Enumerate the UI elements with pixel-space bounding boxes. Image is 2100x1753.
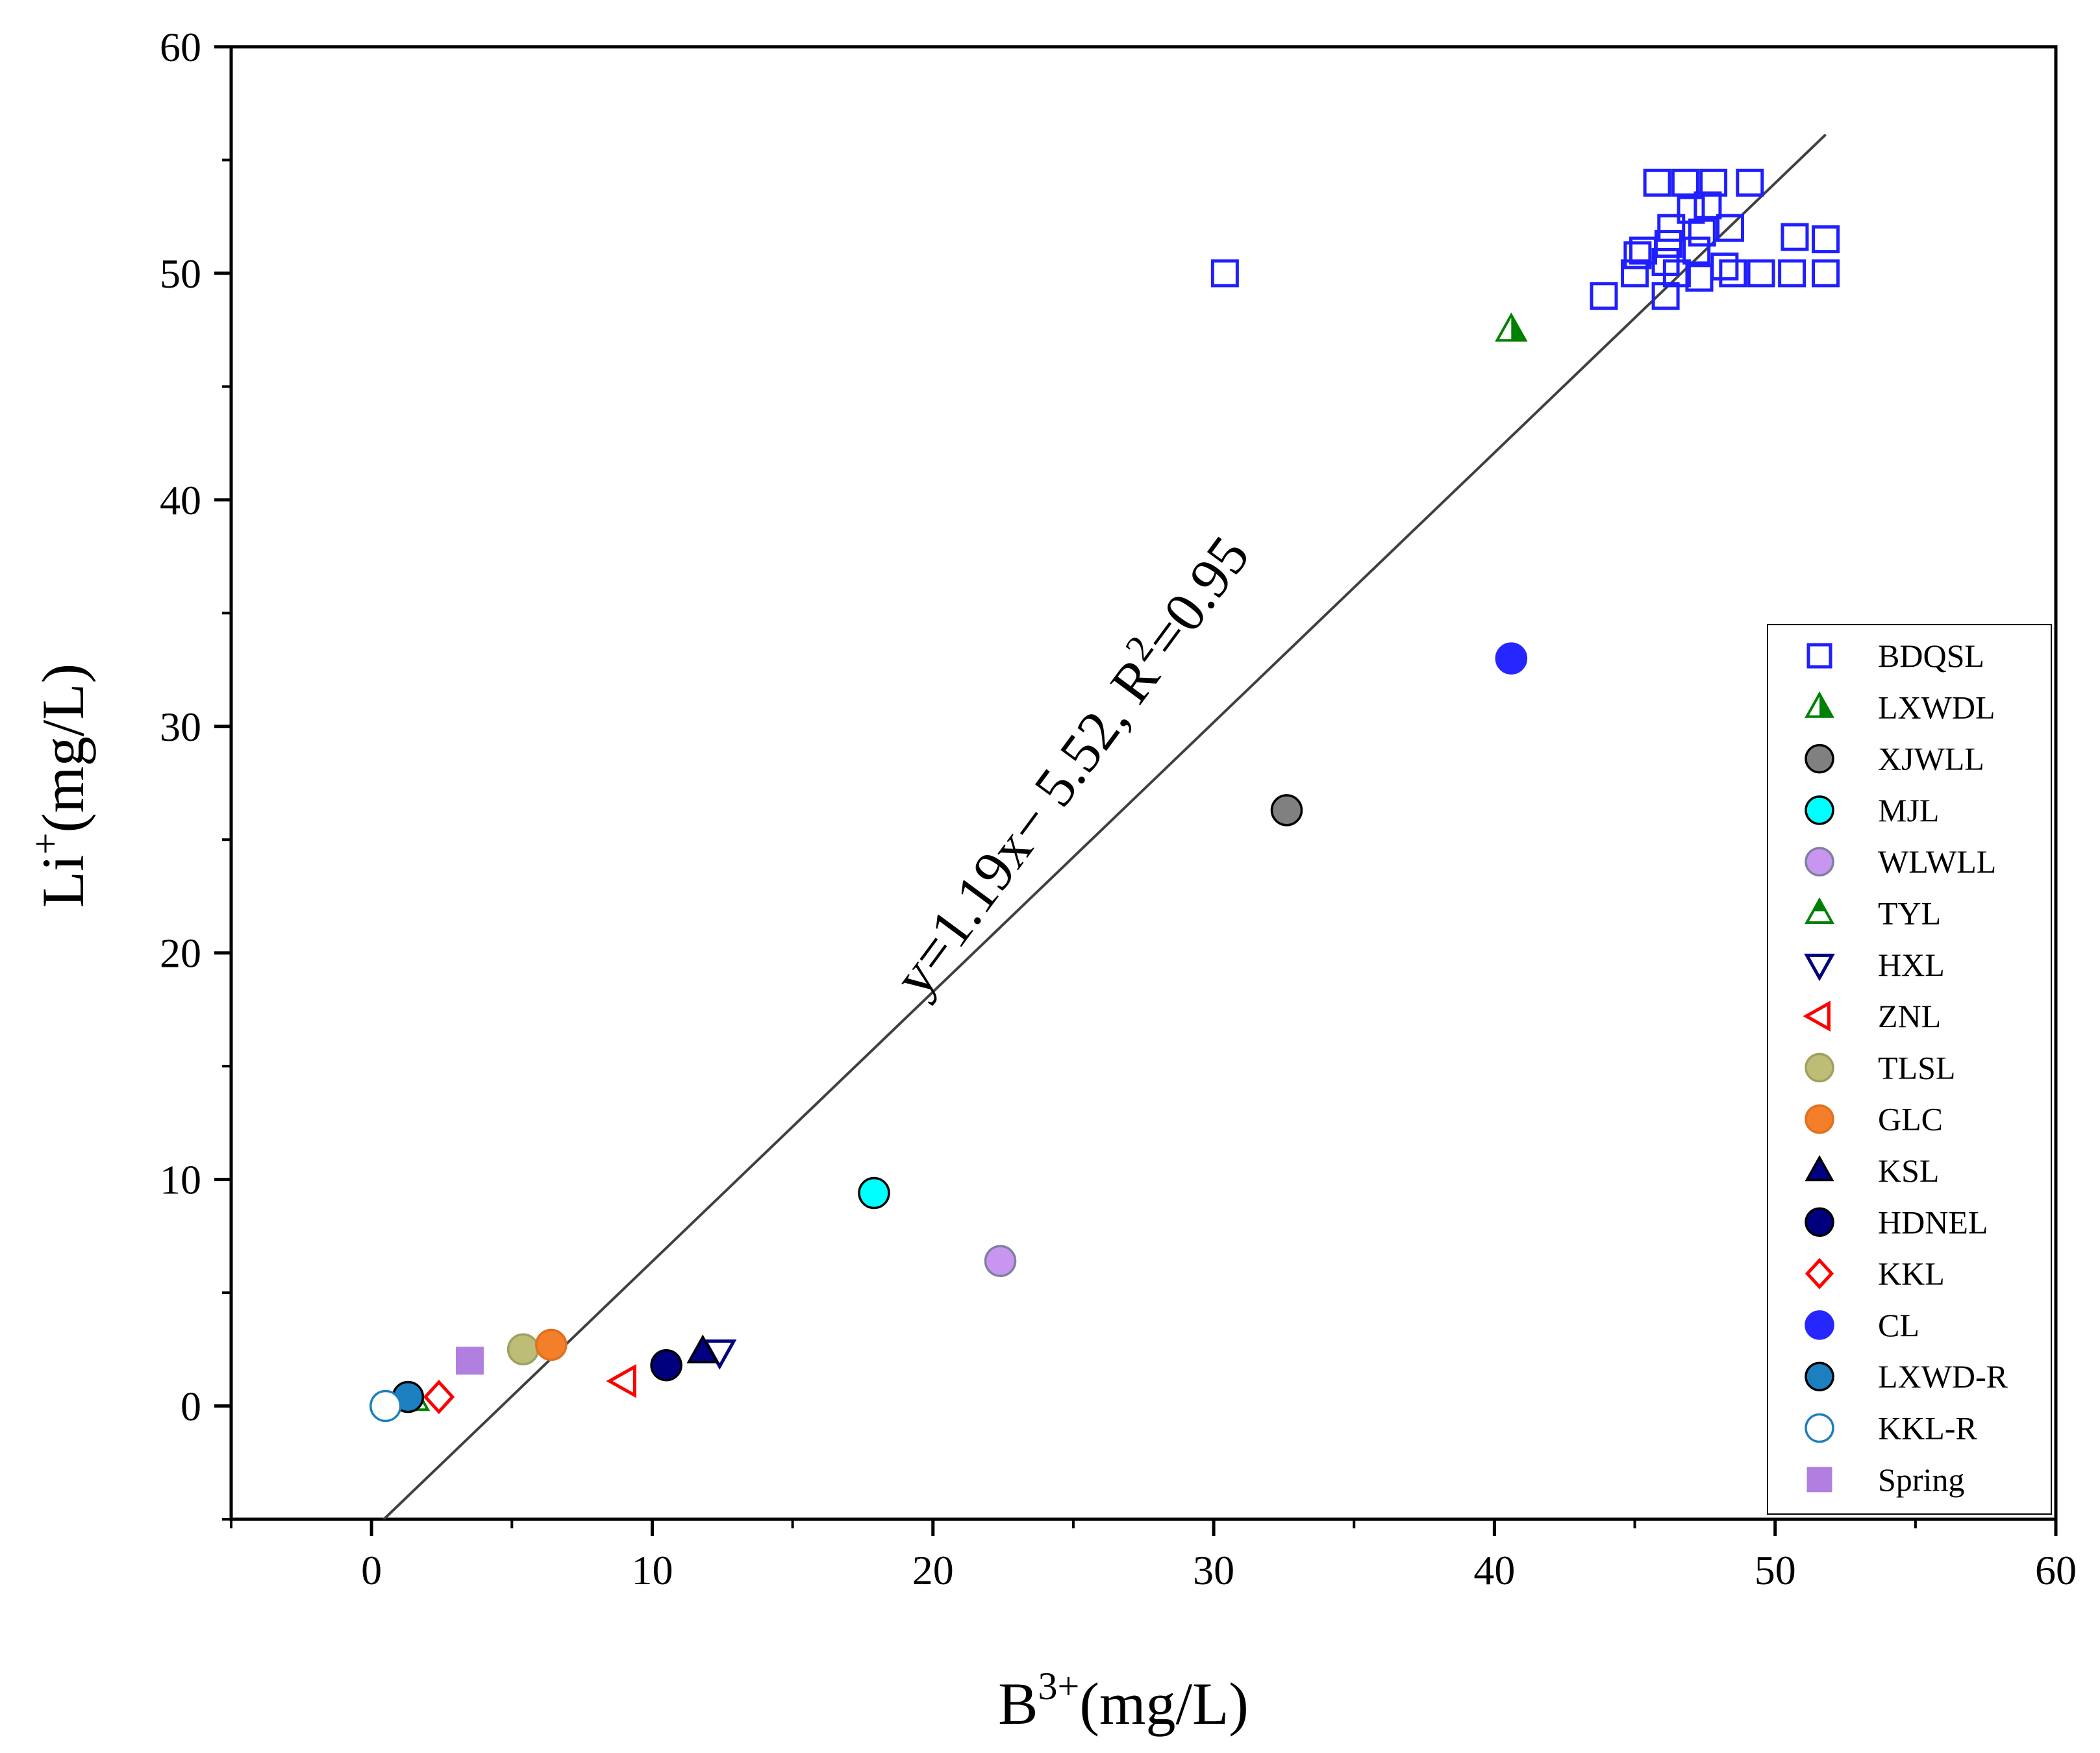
plot-frame (229, 45, 2058, 1521)
legend-marker-xjwll (1805, 743, 1834, 774)
y-tick-label: 50 (160, 251, 201, 297)
point-ksl (686, 1334, 719, 1363)
legend-marker-lxwdl (1805, 691, 1834, 718)
legend-label-lxwdl: LXWDL (1878, 689, 1995, 725)
legend-marker-znl (1803, 1001, 1831, 1032)
legend-marker-kkl (1805, 1258, 1834, 1289)
legend-marker-mjl (1805, 795, 1834, 825)
point-bdqsl (1812, 259, 1840, 288)
point-bdqsl (1694, 191, 1722, 219)
legend-label-lxwd-r: LXWD-R (1878, 1358, 2008, 1395)
point-bdqsl (1654, 230, 1682, 258)
point-bdqsl (1685, 264, 1714, 292)
legend-label-hdnel: HDNEL (1878, 1204, 1988, 1240)
point-bdqsl (1699, 168, 1728, 197)
point-bdqsl (1747, 259, 1775, 288)
x-tick-label: 60 (2035, 1547, 2077, 1593)
legend-marker-cl (1805, 1310, 1834, 1340)
point-bdqsl (1716, 214, 1745, 242)
legend-label-ksl: KSL (1878, 1152, 1939, 1189)
point-wlwll (984, 1245, 1017, 1277)
legend-label-hxl: HXL (1878, 947, 1945, 983)
point-bdqsl (1643, 168, 1671, 197)
x-axis-title: B3+(mg/L) (998, 1665, 1249, 1737)
y-axis-title: Li+(mg/L) (24, 664, 96, 908)
legend-marker-kkl-r (1805, 1413, 1834, 1443)
point-mjl (858, 1176, 890, 1210)
point-glc (535, 1328, 568, 1361)
x-tick-label: 20 (912, 1547, 954, 1593)
point-bdqsl (1651, 282, 1680, 310)
point-spring (455, 1347, 484, 1375)
point-kkl (423, 1380, 455, 1415)
x-tick-label: 0 (361, 1547, 382, 1593)
point-bdqsl (1812, 225, 1840, 254)
legend-marker-bdqsl (1806, 643, 1832, 669)
legend-marker-hxl (1804, 953, 1835, 982)
y-axis: 0 10 20 30 40 50 60 (160, 24, 231, 1521)
legend-label-kkl: KKL (1878, 1256, 1945, 1292)
y-tick-label: 40 (160, 477, 201, 523)
legend-label-glc: GLC (1878, 1101, 1943, 1138)
legend-marker-ksl (1805, 1155, 1834, 1182)
y-tick-label: 10 (160, 1157, 201, 1203)
legend-label-kkl-r: KKL-R (1878, 1410, 1977, 1447)
x-tick-label: 30 (1193, 1547, 1234, 1593)
y-tick-label: 0 (181, 1384, 201, 1430)
x-tick-label: 40 (1473, 1547, 1515, 1593)
point-bdqsl (1657, 214, 1686, 242)
x-tick-label: 50 (1755, 1547, 1796, 1593)
fit-equation-label: y=1.19x− 5.52, R2=0.95 (877, 521, 1262, 1007)
point-xjwll (1270, 794, 1303, 827)
y-tick-label: 20 (160, 930, 201, 976)
legend-marker-hdnel (1805, 1207, 1834, 1237)
point-bdqsl (1621, 259, 1649, 288)
point-bdqsl (1623, 241, 1652, 269)
point-lxwdl (1495, 312, 1528, 342)
point-bdqsl (1210, 259, 1239, 288)
point-tlsl (506, 1333, 540, 1366)
legend-label-xjwll: XJWLL (1878, 741, 1984, 777)
legend-label-mjl: MJL (1878, 792, 1939, 828)
x-axis: 0 10 20 30 40 50 60 (230, 1519, 2077, 1593)
point-hdnel (650, 1349, 682, 1382)
x-tick-label: 10 (631, 1547, 673, 1593)
point-bdqsl (1682, 236, 1711, 265)
legend-label-cl: CL (1878, 1307, 1919, 1343)
y-tick-label: 60 (160, 24, 201, 70)
legend-marker-tyl (1805, 897, 1834, 924)
point-kkl-r (369, 1389, 402, 1423)
legend-marker-lxwd-r (1805, 1361, 1834, 1391)
legend-marker-wlwll (1805, 847, 1834, 877)
point-bdqsl (1671, 168, 1699, 197)
point-bdqsl (1781, 223, 1809, 251)
legend-marker-glc (1805, 1104, 1834, 1134)
point-bdqsl (1688, 218, 1716, 247)
point-bdqsl (1719, 259, 1747, 288)
point-bdqsl (1710, 252, 1739, 280)
point-znl (606, 1364, 636, 1399)
y-tick-label: 30 (160, 704, 201, 750)
legend-label-znl: ZNL (1878, 998, 1941, 1034)
legend-marker-spring (1806, 1467, 1832, 1493)
point-bdqsl (1778, 259, 1806, 288)
legend-label-spring: Spring (1878, 1461, 1964, 1498)
legend-label-tlsl: TLSL (1878, 1049, 1955, 1086)
point-bdqsl (1662, 259, 1691, 288)
point-bdqsl (1736, 168, 1764, 197)
point-bdqsl (1590, 282, 1618, 310)
legend-label-tyl: TYL (1878, 895, 1941, 932)
legend-marker-tlsl (1805, 1052, 1834, 1083)
point-cl (1495, 642, 1528, 675)
legend: BDQSL LXWDL XJWLL MJL WLWLL TYL HXL ZNL TLSL GLC K… (1767, 624, 2052, 1515)
legend-label-wlwll: WLWLL (1878, 843, 1996, 880)
regression-line (382, 133, 1827, 1519)
legend-label-bdqsl: BDQSL (1878, 638, 1984, 674)
